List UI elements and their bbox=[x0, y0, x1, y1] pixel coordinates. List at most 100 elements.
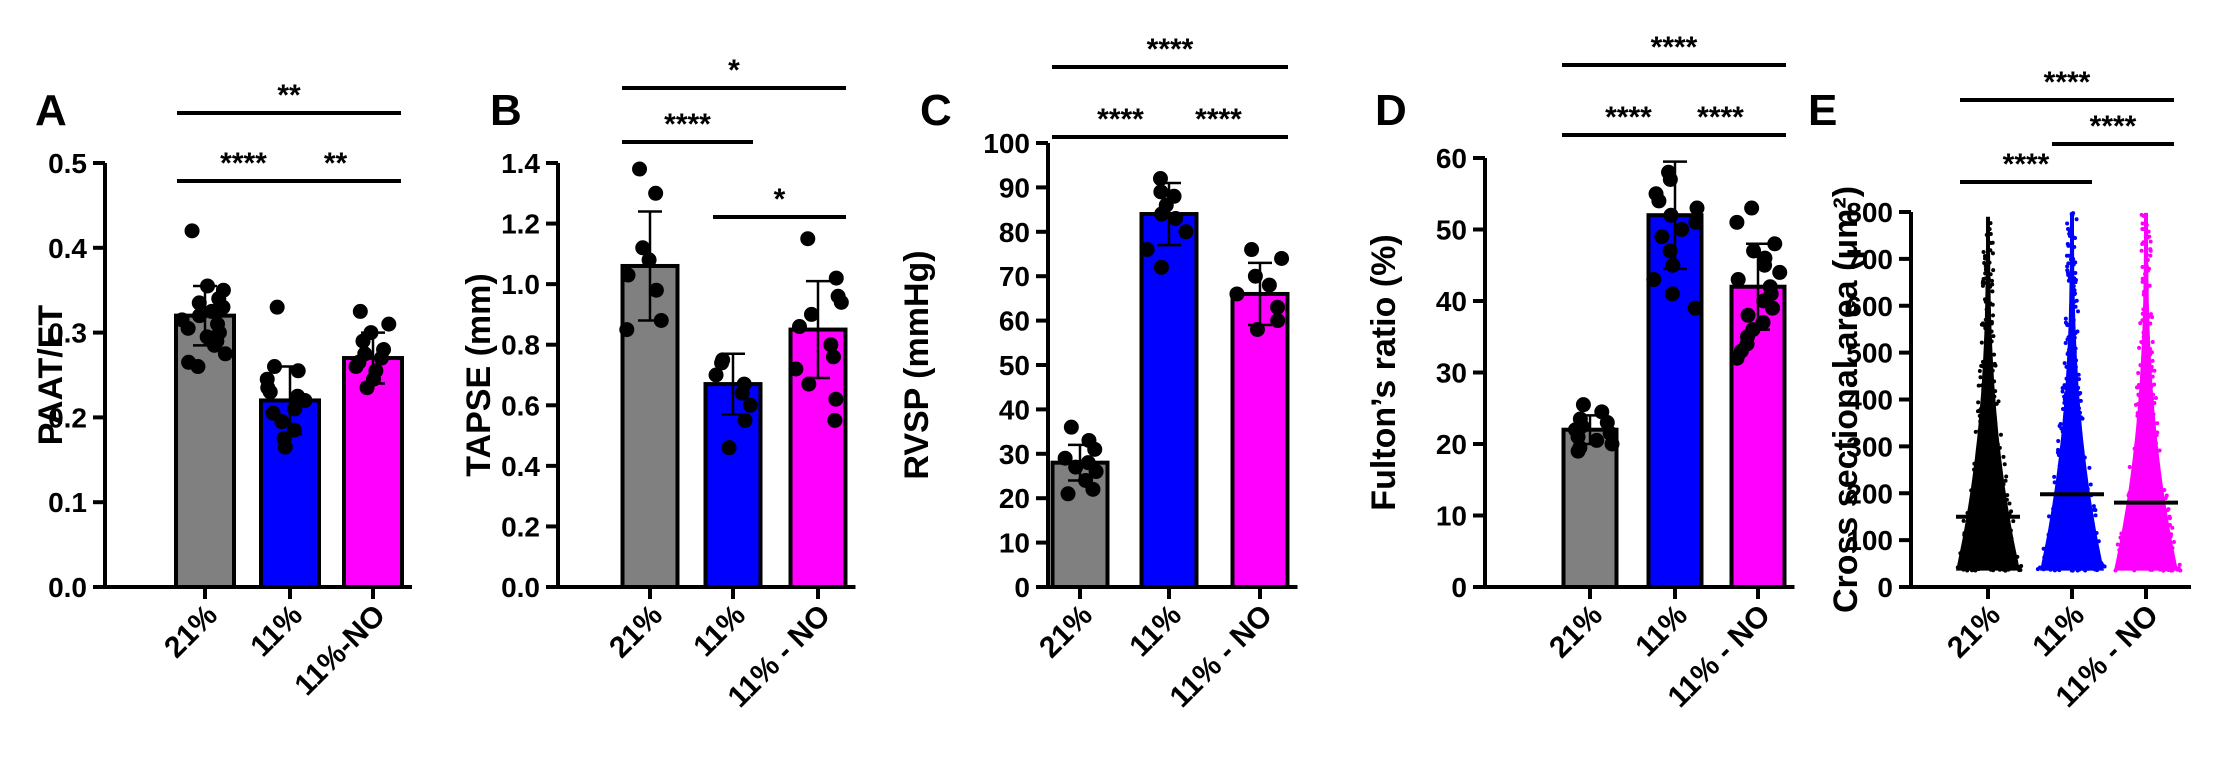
cell-point bbox=[2071, 343, 2076, 348]
cell-point bbox=[2062, 553, 2067, 558]
cell-point bbox=[2005, 493, 2010, 498]
cell-point bbox=[1973, 429, 1978, 434]
cell-point bbox=[2015, 554, 2020, 559]
cell-point bbox=[2126, 566, 2131, 571]
data-point bbox=[1767, 236, 1783, 252]
cell-point bbox=[2073, 236, 2078, 241]
y-tick-label: 200 bbox=[1846, 478, 1893, 509]
cell-point bbox=[1981, 527, 1986, 532]
cell-point bbox=[1990, 368, 1995, 373]
data-point bbox=[1729, 350, 1745, 366]
cell-point bbox=[1990, 313, 1995, 318]
cell-point bbox=[2126, 492, 2131, 497]
cell-point bbox=[2076, 372, 2081, 377]
cell-point bbox=[2060, 529, 2065, 534]
cell-point bbox=[2143, 434, 2148, 439]
cell-point bbox=[1980, 399, 1985, 404]
cell-point bbox=[2065, 221, 2070, 226]
cell-point bbox=[2073, 277, 2078, 282]
cell-point bbox=[2141, 563, 2146, 568]
data-point bbox=[1270, 299, 1286, 315]
cell-point bbox=[1989, 329, 1994, 334]
cell-point bbox=[2084, 521, 2089, 526]
cell-point bbox=[2150, 518, 2155, 523]
y-tick-label: 800 bbox=[1846, 197, 1893, 228]
data-point bbox=[1772, 264, 1788, 280]
cell-point bbox=[1979, 495, 1984, 500]
significance-label: **** bbox=[1147, 33, 1194, 66]
cell-point bbox=[1986, 364, 1991, 369]
panel-letter: B bbox=[490, 86, 522, 135]
cell-point bbox=[1980, 460, 1985, 465]
cell-point bbox=[2145, 327, 2150, 332]
cell-point bbox=[2017, 568, 2022, 573]
cell-point bbox=[2058, 505, 2063, 510]
cell-point bbox=[1990, 289, 1995, 294]
cell-point bbox=[2076, 443, 2081, 448]
y-tick-label: 0 bbox=[1451, 572, 1467, 603]
cell-point bbox=[2060, 497, 2065, 502]
cell-point bbox=[1974, 523, 1979, 528]
cell-point bbox=[1984, 543, 1989, 548]
cell-point bbox=[1988, 484, 1993, 489]
cell-point bbox=[2066, 243, 2071, 248]
cell-point bbox=[1985, 337, 1990, 342]
cell-point bbox=[2063, 504, 2068, 509]
data-point bbox=[648, 282, 664, 298]
cell-point bbox=[2001, 482, 2006, 487]
cell-point bbox=[2002, 564, 2007, 569]
cell-point bbox=[2067, 228, 2072, 233]
cell-point bbox=[2130, 563, 2135, 568]
cell-point bbox=[2075, 484, 2080, 489]
data-point bbox=[262, 384, 278, 400]
cell-point bbox=[2058, 421, 2063, 426]
cell-point bbox=[2068, 278, 2073, 283]
cell-point bbox=[2148, 449, 2153, 454]
panel-letter: D bbox=[1375, 86, 1407, 135]
data-point bbox=[373, 350, 389, 366]
cell-point bbox=[2077, 406, 2082, 411]
cell-point bbox=[2072, 349, 2077, 354]
cell-point bbox=[2071, 377, 2076, 382]
cell-point bbox=[2146, 470, 2151, 475]
cell-point bbox=[2146, 426, 2151, 431]
cell-point bbox=[2147, 461, 2152, 466]
cell-point bbox=[2144, 298, 2149, 303]
cell-point bbox=[2141, 370, 2146, 375]
cell-point bbox=[2145, 257, 2150, 262]
cell-point bbox=[2081, 483, 2086, 488]
cell-point bbox=[2144, 261, 2149, 266]
data-point bbox=[1244, 242, 1260, 258]
cell-point bbox=[2053, 537, 2058, 542]
cell-point bbox=[2079, 437, 2084, 442]
cell-point bbox=[2066, 434, 2071, 439]
cell-point bbox=[1979, 524, 1984, 529]
y-tick-label: 10 bbox=[999, 528, 1030, 559]
cell-point bbox=[1994, 524, 1999, 529]
cell-point bbox=[2052, 474, 2057, 479]
cell-point bbox=[2065, 422, 2070, 427]
cell-point bbox=[2153, 396, 2158, 401]
data-point bbox=[1270, 313, 1286, 329]
cell-point bbox=[2113, 568, 2118, 573]
cell-point bbox=[2070, 317, 2075, 322]
y-tick-label: 20 bbox=[999, 483, 1030, 514]
cell-point bbox=[2160, 523, 2165, 528]
cell-point bbox=[2132, 568, 2137, 573]
data-point bbox=[190, 359, 206, 375]
cell-point bbox=[2140, 311, 2145, 316]
cell-point bbox=[2144, 550, 2149, 555]
cell-point bbox=[2155, 421, 2160, 426]
data-point bbox=[632, 161, 648, 177]
cell-point bbox=[1993, 389, 1998, 394]
cell-point bbox=[2148, 253, 2153, 258]
cell-point bbox=[1961, 552, 1966, 557]
cell-point bbox=[2063, 479, 2068, 484]
data-point bbox=[1153, 259, 1169, 275]
y-axis-label: TAPSE (mm) bbox=[460, 273, 498, 476]
cell-point bbox=[2072, 288, 2077, 293]
cell-point bbox=[2063, 316, 2068, 321]
cell-point bbox=[2041, 546, 2046, 551]
